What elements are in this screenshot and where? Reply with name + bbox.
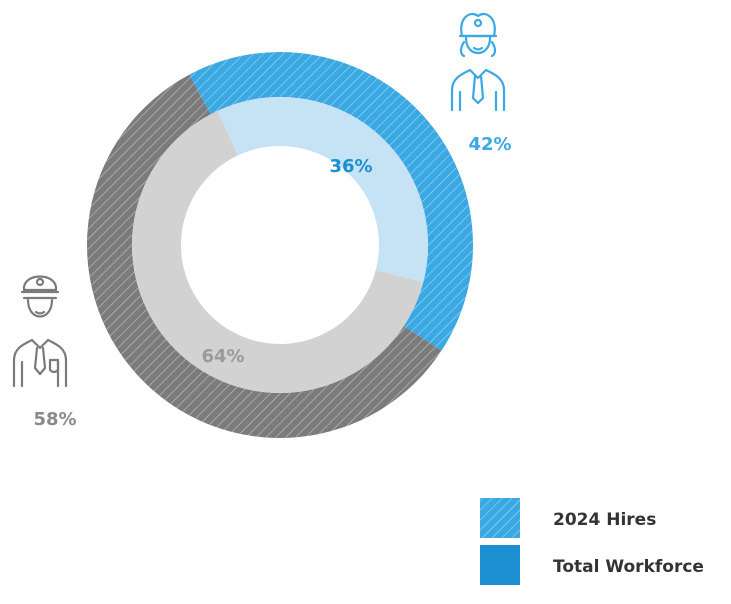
hatch-overlay — [189, 52, 473, 351]
legend-label: Total Workforce — [553, 557, 704, 577]
legend-label: 2024 Hires — [553, 510, 656, 530]
legend-hatch — [480, 498, 520, 538]
donut-segment — [217, 97, 428, 283]
value-label: 36% — [329, 156, 372, 177]
donut-segment — [131, 110, 424, 394]
value-label: 64% — [201, 346, 244, 367]
value-label: 42% — [468, 134, 511, 155]
female-icon — [450, 12, 506, 112]
legend-swatch — [480, 545, 520, 585]
male-icon — [12, 275, 68, 388]
value-label: 58% — [33, 409, 76, 430]
